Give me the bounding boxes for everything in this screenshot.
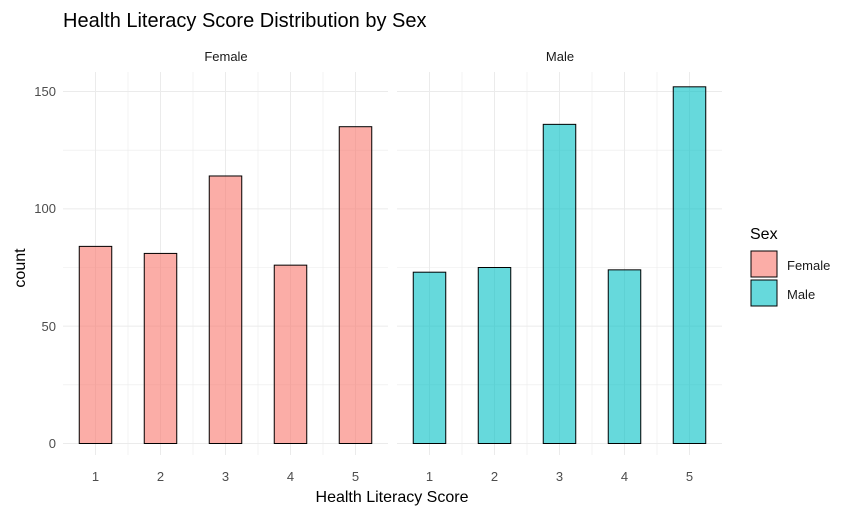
x-tick-label: 2 xyxy=(491,469,498,484)
x-tick-label: 3 xyxy=(556,469,563,484)
legend-key-male xyxy=(750,279,778,307)
legend-title: Sex xyxy=(750,226,778,243)
facet-strip-label-male: Male xyxy=(546,49,574,64)
y-tick-label: 50 xyxy=(42,319,56,334)
bar-female-4 xyxy=(273,264,308,444)
bar-male-1 xyxy=(412,271,447,444)
chart-title: Health Literacy Score Distribution by Se… xyxy=(63,10,427,32)
bar-female-5 xyxy=(338,126,373,444)
legend-label-female: Female xyxy=(787,258,830,273)
y-axis: 0 50 100 150 xyxy=(34,84,56,451)
x-tick-label: 4 xyxy=(621,469,628,484)
x-tick-label: 5 xyxy=(686,469,693,484)
bar-male-2 xyxy=(477,267,512,444)
facet-panel-male: Male 1 2 3 4 5 xyxy=(397,49,722,484)
y-axis-title: count xyxy=(12,248,29,288)
y-tick-label: 150 xyxy=(34,84,56,99)
facet-panel-female: Female 1 2 3 4 5 xyxy=(63,49,388,484)
bar-female-3 xyxy=(208,175,243,444)
bar-male-5 xyxy=(672,86,707,444)
x-tick-label: 5 xyxy=(352,469,359,484)
x-tick-label: 3 xyxy=(222,469,229,484)
x-tick-label: 1 xyxy=(426,469,433,484)
x-tick-label: 4 xyxy=(287,469,294,484)
x-tick-label: 1 xyxy=(92,469,99,484)
bar-female-2 xyxy=(143,252,178,444)
y-tick-label: 100 xyxy=(34,201,56,216)
facet-strip-label-female: Female xyxy=(204,49,247,64)
bar-male-4 xyxy=(607,269,642,445)
legend-label-male: Male xyxy=(787,287,815,302)
x-tick-label: 2 xyxy=(157,469,164,484)
legend-key-female xyxy=(750,250,778,278)
y-tick-label: 0 xyxy=(49,436,56,451)
legend: Sex Female Male xyxy=(750,226,830,307)
bar-male-3 xyxy=(542,123,577,444)
x-axis-title: Health Literacy Score xyxy=(316,489,469,506)
bar-female-1 xyxy=(78,245,113,444)
